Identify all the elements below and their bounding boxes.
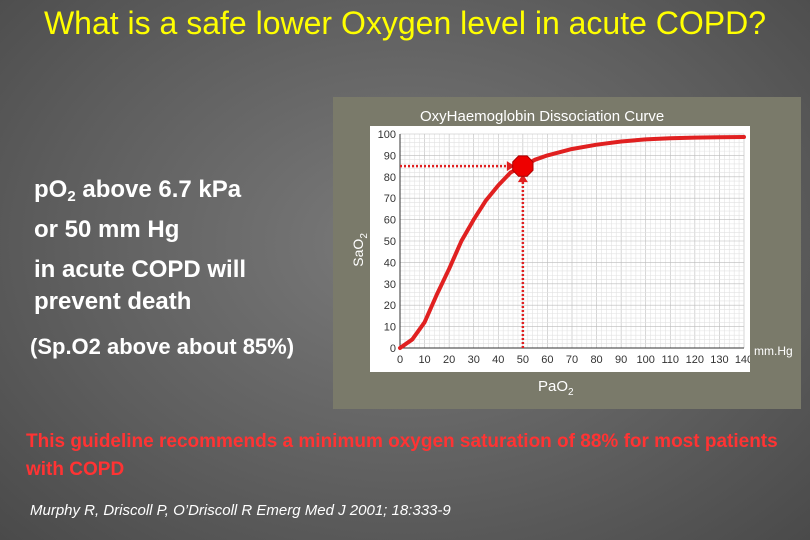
x-tick-label: 0	[397, 354, 403, 366]
dissociation-chart: 0 10 20 30 40 50 60 70 80 90 100 0 10 20 30 40 50 60 70 80 9…	[370, 126, 750, 372]
x-tick-label: 140	[735, 354, 750, 366]
left-text-line3: in acute COPD will	[34, 256, 247, 283]
x-axis-label: PaO2	[538, 378, 574, 398]
vertical-guide-arrowhead	[517, 174, 528, 183]
left-text-line2: or 50 mm Hg	[34, 216, 180, 243]
y-tick-label: 0	[390, 343, 396, 355]
target-point-marker	[512, 155, 534, 177]
y-tick-label: 70	[384, 193, 396, 205]
x-tick-label: 20	[443, 354, 455, 366]
x-tick-label: 120	[686, 354, 704, 366]
x-tick-label: 70	[566, 354, 578, 366]
left-text-line1: pO2 above 6.7 kPa	[34, 176, 242, 205]
x-tick-label: 10	[418, 354, 430, 366]
guideline-text: This guideline recommends a minimum oxyg…	[26, 431, 778, 480]
x-tick-label: 130	[710, 354, 728, 366]
spo2-note: (Sp.O2 above about 85%)	[30, 334, 295, 359]
y-tick-label: 10	[384, 322, 396, 334]
x-tick-label: 50	[517, 354, 529, 366]
left-text-line4: prevent death	[34, 288, 192, 315]
chart-title: OxyHaemoglobin Dissociation Curve	[420, 108, 665, 125]
y-axis-label: SaO2	[350, 233, 370, 267]
y-tick-label: 20	[384, 300, 396, 312]
y-tick-label: 30	[384, 279, 396, 291]
x-tick-label: 40	[492, 354, 504, 366]
horizontal-guide-arrowhead	[506, 161, 515, 172]
x-tick-label: 30	[468, 354, 480, 366]
y-tick-label: 100	[378, 129, 396, 141]
reference-citation: Murphy R, Driscoll P, O’Driscoll R Emerg…	[30, 502, 451, 519]
slide-title: What is a safe lower Oxygen level in acu…	[43, 5, 767, 41]
x-tick-label: 100	[637, 354, 655, 366]
y-tick-label: 50	[384, 236, 396, 248]
x-tick-label: 60	[541, 354, 553, 366]
x-tick-label: 90	[615, 354, 627, 366]
y-tick-label: 90	[384, 150, 396, 162]
x-axis-unit: mm.Hg	[754, 344, 793, 358]
x-tick-label: 110	[662, 354, 680, 366]
y-tick-label: 60	[384, 215, 396, 227]
x-tick-label: 80	[590, 354, 602, 366]
y-tick-label: 40	[384, 257, 396, 269]
y-tick-label: 80	[384, 172, 396, 184]
